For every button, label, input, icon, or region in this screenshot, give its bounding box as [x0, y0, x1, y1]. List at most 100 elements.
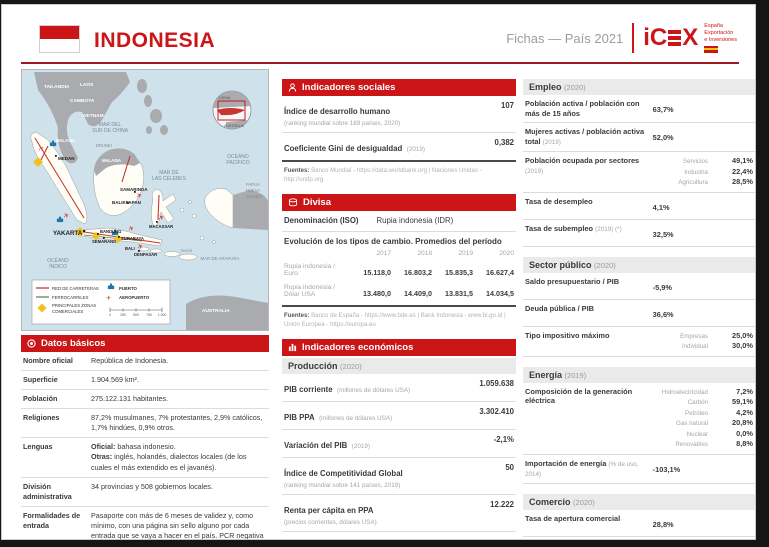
country-sheet: INDONESIA Fichas — País 2021 iC X España … — [1, 4, 756, 540]
svg-text:CAMBOYA: CAMBOYA — [70, 98, 95, 104]
section-sector-publico: Sector público (2020) — [523, 256, 755, 273]
map-lesser-sunda — [138, 246, 198, 261]
svg-text:LAOS: LAOS — [80, 82, 94, 88]
svg-text:PRINCIPALES ZONAS: PRINCIPALES ZONAS — [52, 303, 96, 308]
indicator-row: Población activa / población con más de … — [523, 95, 755, 124]
target-icon — [27, 339, 36, 348]
bar-chart-icon — [288, 343, 297, 351]
icex-tagline: España Exportación e Inversiones — [704, 23, 737, 53]
fuentes-sociales: Fuentes: Banco Mundial - https://data.wo… — [284, 167, 482, 184]
svg-text:OCÉANO: OCÉANO — [227, 153, 249, 160]
table-row: Nombre oficial República de Indonesia. — [21, 352, 269, 372]
svg-text:MAR DE ARAFURA: MAR DE ARAFURA — [200, 256, 239, 261]
section-divisa: Divisa — [282, 194, 516, 212]
indicator-row: Mujeres activas / población activa total… — [523, 123, 755, 153]
section-comercio: Comercio (2020) — [523, 493, 755, 510]
indicator-row: Índice de Competitividad Global (ranking … — [282, 458, 516, 496]
svg-text:✈: ✈ — [62, 211, 71, 221]
map-maluku — [179, 200, 216, 244]
map-philippines — [137, 79, 168, 135]
svg-text:RED DE CARRETERAS: RED DE CARRETERAS — [52, 286, 99, 291]
table-row-lenguas: Lenguas Oficial: bahasa indonesio. Otras… — [21, 438, 269, 478]
evolucion-title: Evolución de los tipos de cambio. Promed… — [284, 236, 502, 246]
svg-text:MAR DE: MAR DE — [159, 170, 179, 176]
svg-text:NUEVA: NUEVA — [246, 188, 260, 193]
table-row: Formalidades de entrada Pasaporte con más… — [21, 507, 269, 539]
svg-text:AEROPUERTO: AEROPUERTO — [119, 295, 150, 300]
fuentes-divisa: Fuentes: Banco de España - https://www.b… — [284, 311, 506, 328]
svg-text:FERROCARRILES: FERROCARRILES — [52, 295, 89, 300]
svg-text:MAR DEL: MAR DEL — [99, 122, 121, 128]
icex-logo: iC X España Exportación e Inversiones — [643, 23, 737, 53]
map-sumatra — [30, 131, 88, 225]
indicator-row: Variación del PIB (2019) -2,1% — [282, 430, 516, 458]
indicator-row: Coeficiente Gini de desigualdad (2019) 0… — [282, 133, 516, 163]
svg-text:TIMOR: TIMOR — [180, 249, 192, 253]
spain-flag-icon — [704, 45, 719, 53]
svg-text:BALI: BALI — [125, 246, 135, 251]
svg-text:MALASIA: MALASIA — [102, 158, 121, 163]
svg-text:✈: ✈ — [157, 213, 166, 223]
svg-text:BANDUNG: BANDUNG — [100, 229, 121, 234]
subsection-produccion: Producción (2020) — [282, 357, 516, 374]
coins-icon — [288, 198, 298, 207]
svg-text:OCÉANO: OCÉANO — [47, 257, 69, 264]
svg-text:✈: ✈ — [127, 224, 136, 234]
country-labels: TAILANDIA LAOS CAMBOYA VIETNAM MALASIA M… — [44, 82, 230, 314]
svg-text:SURABAYA: SURABAYA — [121, 236, 144, 241]
svg-text:PACÍFICO: PACÍFICO — [226, 159, 249, 166]
indicator-row: Índice de desarrollo humano (ranking mund… — [282, 96, 516, 134]
svg-text:COMERCIALES: COMERCIALES — [52, 309, 83, 314]
svg-text:SEMARANG: SEMARANG — [92, 239, 116, 244]
svg-text:250: 250 — [120, 313, 126, 317]
city-labels: MEDAN YAKARTA BANDUNG SEMARANG SURABAYA … — [53, 156, 173, 257]
svg-text:DENPASAR: DENPASAR — [134, 252, 157, 257]
svg-text:SUR DE CHINA: SUR DE CHINA — [92, 128, 129, 134]
indicator-row: Tasa de subempleo (2019) (*) 32,5% — [523, 220, 755, 247]
fx-table-header: 2017 2018 2019 2020 — [376, 249, 514, 257]
port-icons — [49, 140, 119, 236]
svg-text:✈: ✈ — [135, 191, 144, 201]
city-markers — [55, 155, 158, 252]
map-legend: RED DE CARRETERAS FERROCARRILES PRINCIPA… — [31, 279, 171, 325]
map-australia — [186, 295, 268, 330]
header: INDONESIA Fichas — País 2021 iC X España … — [2, 5, 755, 65]
energia-composicion-row: Composición de la generación eléctrica H… — [523, 383, 755, 455]
sectores-row: Población ocupada por sectores (2019) Se… — [523, 152, 755, 193]
map-papua-indonesia — [204, 188, 234, 229]
indonesia-flag — [39, 25, 80, 53]
country-labels-gray: BRUNEI PAPÚA NUEVA GUINEA TIMOR — [96, 143, 262, 253]
table-row: Superficie 1.904.569 km². — [21, 371, 269, 391]
svg-text:VIETNAM: VIETNAM — [82, 113, 104, 119]
svg-text:750: 750 — [146, 313, 152, 317]
distribucion-row: Distribución sectorial del PIB Servicios… — [282, 532, 516, 539]
svg-text:BALIKPAPAN: BALIKPAPAN — [112, 200, 141, 205]
logo-separator — [632, 23, 635, 53]
svg-text:PUERTO: PUERTO — [119, 286, 137, 291]
section-empleo: Empleo (2020) — [523, 79, 755, 95]
svg-text:GUINEA: GUINEA — [246, 194, 262, 199]
indicator-row: Tasa de cobertura comercial 115,3% — [523, 537, 755, 539]
indicator-row: Renta per cápita en PPA (precios corrient… — [282, 495, 516, 533]
section-datos-basicos: Datos básicos — [21, 335, 269, 352]
icex-wordmark: iC X — [643, 24, 699, 51]
svg-text:MACASSAR: MACASSAR — [149, 224, 173, 229]
impositivo-row: Tipo impositivo máximo Empresas 25,0% Ind… — [523, 327, 755, 357]
denominacion-row: Denominación (ISO) Rupia indonesia (IDR) — [282, 211, 516, 232]
map-sulawesi — [151, 188, 177, 228]
svg-text:✈: ✈ — [37, 144, 46, 154]
svg-text:AUSTRALIA: AUSTRALIA — [224, 124, 245, 128]
section-energia: Energía (2019) — [523, 366, 755, 383]
svg-text:BRUNEI: BRUNEI — [96, 143, 112, 148]
svg-text:TAILANDIA: TAILANDIA — [44, 84, 70, 90]
svg-text:AUSTRALIA: AUSTRALIA — [202, 308, 230, 314]
svg-text:SAMARINDA: SAMARINDA — [120, 187, 148, 192]
svg-text:YAKARTA: YAKARTA — [53, 230, 83, 237]
svg-text:ÍNDICO: ÍNDICO — [49, 263, 67, 270]
scale-labels: 0 250 500 750 1.000 — [109, 313, 166, 317]
svg-text:MEDAN: MEDAN — [58, 156, 75, 161]
indicator-row: Saldo presupuestario / PIB -5,9% — [523, 273, 755, 300]
section-indicadores-sociales: Indicadores sociales — [282, 79, 516, 96]
